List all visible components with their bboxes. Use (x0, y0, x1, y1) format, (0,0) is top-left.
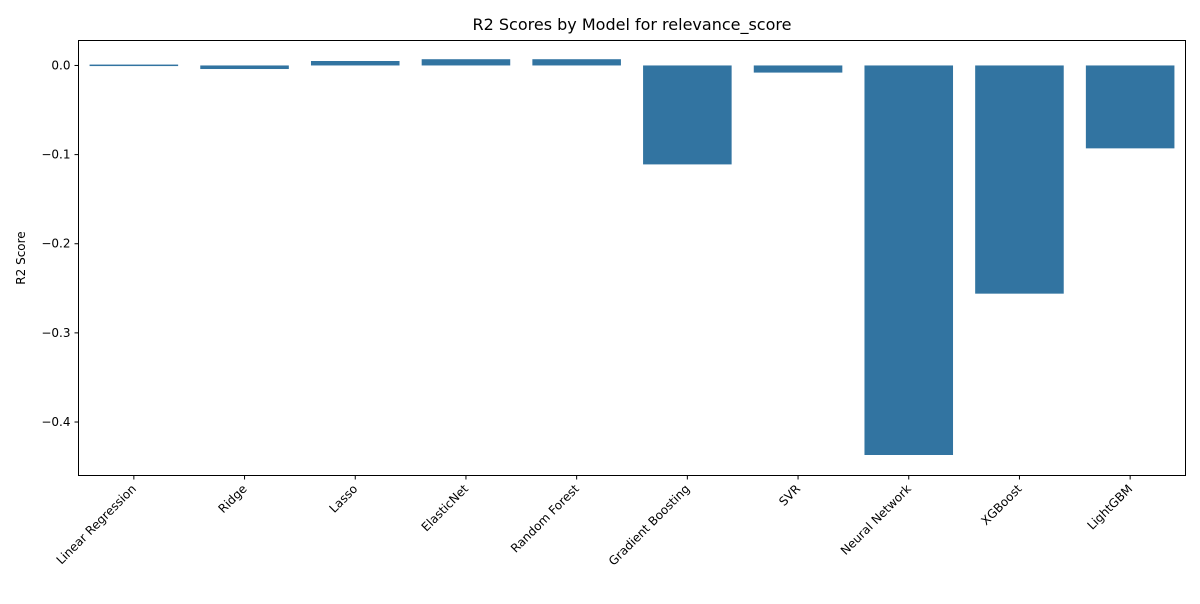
x-tick-label: Random Forest (508, 482, 582, 556)
x-tick-label: ElasticNet (419, 482, 472, 535)
x-tick-label: LightGBM (1084, 482, 1135, 533)
bar-elasticnet (421, 59, 511, 66)
x-tick-label: XGBoost (978, 482, 1024, 528)
bar-linear-regression (89, 64, 179, 67)
bar-lightgbm (1085, 65, 1175, 149)
y-tick-label: −0.2 (41, 237, 70, 251)
chart-title: R2 Scores by Model for relevance_score (473, 15, 792, 35)
y-tick-label: −0.3 (41, 326, 70, 340)
bar-ridge (200, 65, 289, 70)
x-tick-label: Neural Network (838, 482, 914, 558)
x-tick-label: Lasso (327, 482, 361, 516)
y-tick-label: −0.1 (41, 148, 70, 162)
bar-xgboost (975, 65, 1064, 294)
x-tick-label: Linear Regression (54, 482, 139, 567)
y-tick-label: 0.0 (51, 58, 70, 72)
y-axis-label: R2 Score (14, 231, 28, 284)
x-tick-label: SVR (776, 482, 803, 509)
x-tick-label: Ridge (216, 482, 250, 516)
y-axis: 0.0 −0.1 −0.2 −0.3 −0.4 (41, 58, 79, 429)
x-tick-label: Gradient Boosting (606, 482, 693, 569)
bar-lasso (310, 61, 400, 66)
bars-layer (89, 59, 1175, 455)
bar-neural-network (864, 65, 954, 455)
bar-gradient-boosting (643, 65, 732, 165)
bar-svr (753, 65, 843, 73)
y-tick-label: −0.4 (41, 415, 70, 429)
plot-frame (78, 40, 1186, 476)
x-axis: Linear Regression Ridge Lasso ElasticNet Ran… (54, 475, 1135, 569)
bar-random-forest (532, 59, 621, 66)
